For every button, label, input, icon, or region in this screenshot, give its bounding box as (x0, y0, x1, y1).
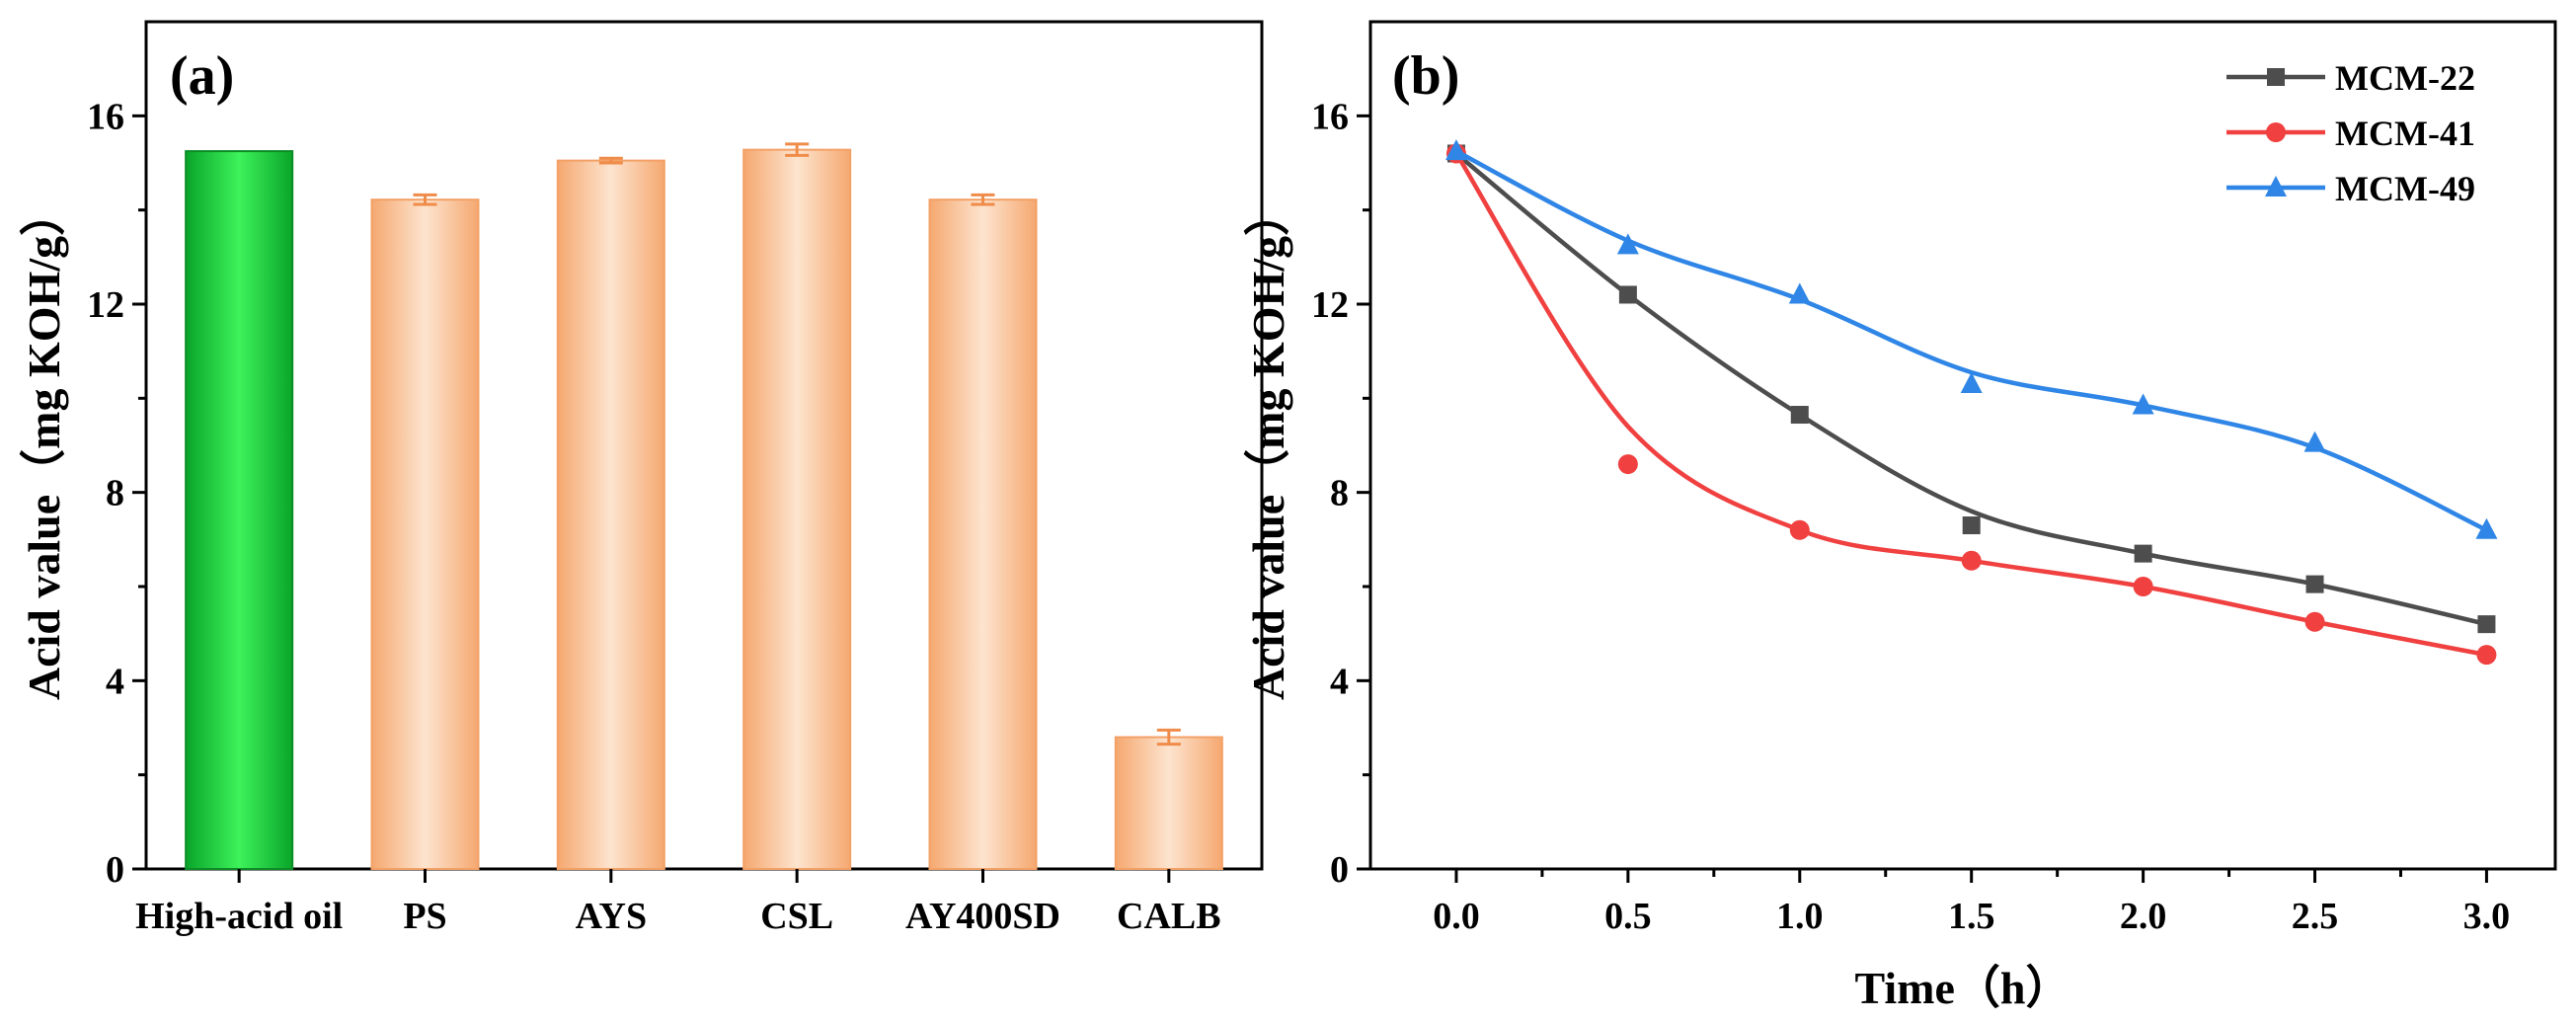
point-mcm-49 (2475, 517, 2498, 539)
x-tick-label: CSL (760, 896, 833, 937)
series-line-mcm-41 (1454, 152, 2487, 658)
x-tick-label: 2.5 (2292, 896, 2339, 937)
point-mcm-22 (2477, 615, 2496, 634)
point-mcm-49 (1444, 139, 1467, 161)
point-mcm-22 (2305, 575, 2324, 593)
point-mcm-49 (2303, 431, 2326, 452)
y-tick-label: 16 (1311, 96, 1349, 137)
x-tick-label: CALB (1117, 896, 1221, 937)
panel-a-label: (a) (170, 45, 234, 107)
panel-b-ylabel: Acid value（mg KOH/g） (1243, 191, 1293, 700)
point-mcm-22 (1618, 285, 1637, 304)
panel-b-label: (b) (1392, 45, 1459, 107)
x-tick-label: AY400SD (905, 896, 1060, 937)
point-mcm-22 (2134, 544, 2152, 563)
point-mcm-49 (1616, 233, 1639, 255)
point-mcm-41 (1617, 454, 1638, 475)
y-tick-label: 4 (106, 661, 124, 702)
y-tick-label: 16 (87, 96, 124, 137)
y-tick-label: 8 (106, 473, 124, 514)
panel-a-frame (144, 20, 1264, 871)
point-mcm-41 (2304, 611, 2325, 632)
y-tick-label: 4 (1330, 661, 1349, 702)
x-tick-label: 1.0 (1776, 896, 1824, 937)
x-tick-label: 1.5 (1948, 896, 1995, 937)
point-mcm-41 (1789, 519, 1810, 540)
x-tick-label: AYS (576, 896, 648, 937)
panel-b-xlabel: Time（h） (1855, 963, 2071, 1013)
legend: MCM-22 MCM-41 MCM-49 (2226, 58, 2475, 208)
bar-ay400sd (928, 198, 1038, 870)
bar-csl (742, 148, 852, 871)
bar-high-acid-oil (185, 150, 294, 871)
y-tick-label: 8 (1330, 473, 1349, 514)
point-mcm-41 (2133, 577, 2153, 596)
point-mcm-22 (1790, 406, 1809, 425)
legend-marker-mcm-22 (2267, 68, 2285, 86)
x-tick-label: PS (403, 896, 446, 937)
point-mcm-22 (1962, 516, 1981, 535)
panel-b: 0 4 8 12 16 0.0 0.5 1.0 1.5 2.0 2.5 3.0 (b) Acid v… (1243, 20, 2557, 1013)
legend-label-mcm-22: MCM-22 (2335, 58, 2475, 98)
panel-b-frame (1368, 20, 2557, 871)
x-tick-label: 2.0 (2120, 896, 2167, 937)
y-tick-label: 0 (1330, 849, 1349, 891)
series-line-mcm-49 (1454, 149, 2488, 532)
legend-marker-mcm-49 (2265, 176, 2287, 197)
point-mcm-41 (1961, 550, 1982, 571)
point-mcm-41 (2476, 645, 2497, 666)
panel-a-ylabel: Acid value（mg KOH/g） (19, 191, 69, 700)
y-tick-label: 0 (106, 849, 124, 891)
legend-label-mcm-49: MCM-49 (2335, 169, 2475, 208)
point-mcm-49 (1788, 282, 1811, 304)
bar-ays (556, 159, 665, 871)
x-tick-label: 0.0 (1433, 896, 1480, 937)
legend-marker-mcm-41 (2266, 122, 2286, 142)
point-mcm-49 (2132, 393, 2154, 415)
point-mcm-49 (1960, 372, 1983, 394)
y-tick-label: 12 (1311, 284, 1349, 326)
x-tick-label: High-acid oil (135, 896, 343, 937)
bar-ps (370, 198, 480, 870)
bar-calb (1114, 736, 1223, 870)
x-tick-label: 0.5 (1604, 896, 1652, 937)
x-tick-label: 3.0 (2463, 896, 2511, 937)
legend-label-mcm-41: MCM-41 (2335, 114, 2475, 153)
y-tick-label: 12 (87, 284, 124, 326)
panel-a: 0 4 8 12 16 High-acid oil PS AYS CSL AY400SD CALB… (19, 20, 1264, 937)
